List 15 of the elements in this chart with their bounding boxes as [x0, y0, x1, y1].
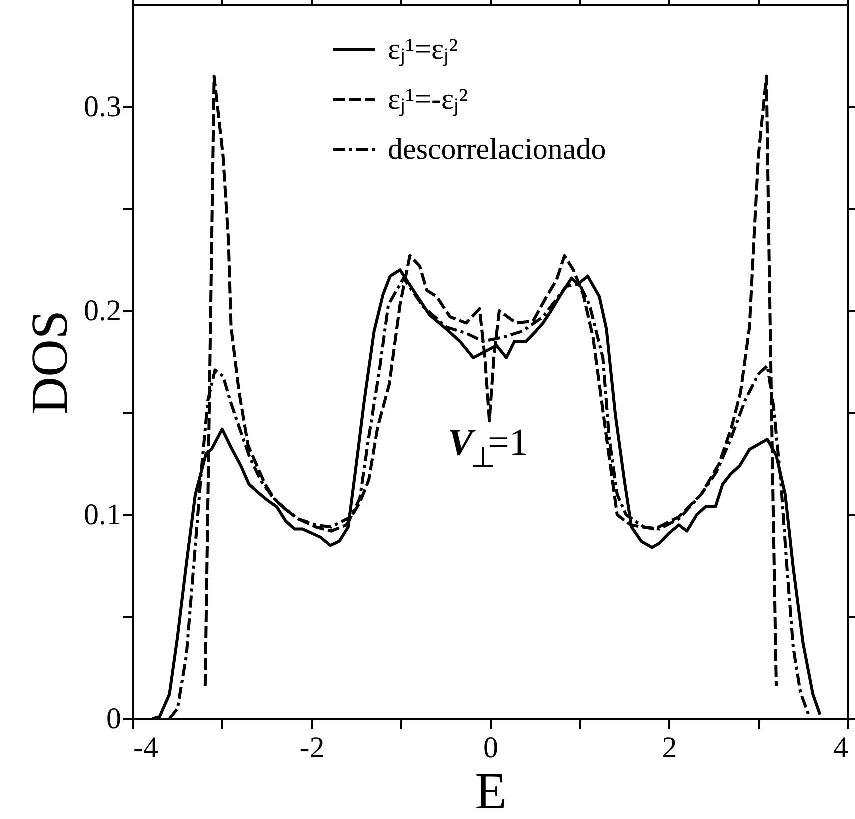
legend-label: εⱼ¹=εⱼ²	[388, 33, 458, 67]
legend-label: descorrelacionado	[388, 133, 606, 166]
x-tick-label: 0	[484, 732, 498, 764]
x-tick-label: -4	[134, 732, 158, 764]
y-tick-label: 0.2	[84, 294, 122, 328]
y-tick-label: 0.3	[84, 90, 122, 124]
y-axis-title: DOS	[22, 310, 79, 415]
y-tick-label: 0	[106, 702, 122, 736]
x-axis-title: E	[475, 764, 507, 819]
x-tick-label: 4	[834, 732, 848, 764]
x-tick-label: -2	[300, 732, 325, 764]
annotation: V⊥=1	[448, 422, 528, 474]
x-tick-label: 2	[662, 732, 678, 764]
y-tick-label: 0.1	[84, 498, 122, 532]
legend-label: εⱼ¹=-εⱼ²	[388, 83, 468, 117]
